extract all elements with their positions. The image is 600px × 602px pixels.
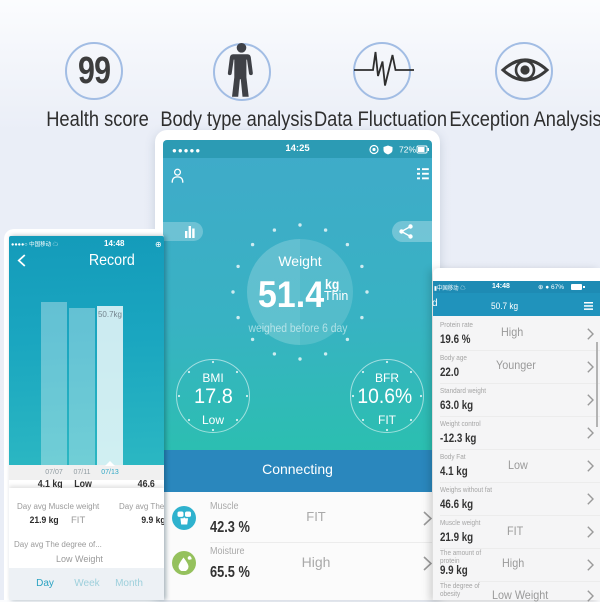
svg-text:72%: 72%: [399, 145, 416, 155]
